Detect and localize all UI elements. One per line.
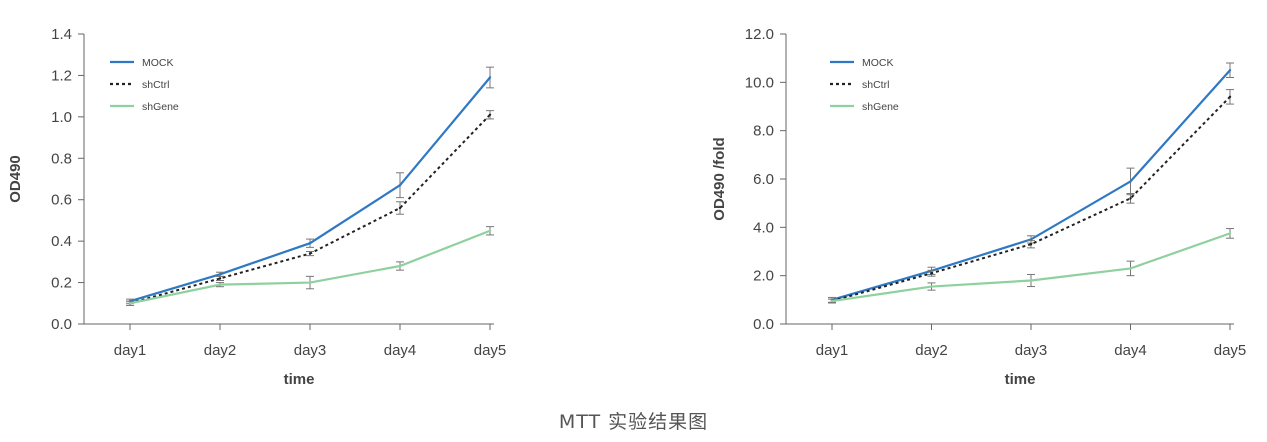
data-point-shgene xyxy=(308,281,312,284)
x-tick-label: day1 xyxy=(114,342,147,359)
data-point-shctrl xyxy=(1029,243,1033,246)
y-tick-label: 12.0 xyxy=(745,26,774,43)
y-tick-label: 8.0 xyxy=(753,123,774,140)
data-point-mock xyxy=(1228,69,1232,72)
data-point-shgene xyxy=(218,283,222,286)
data-point-shgene xyxy=(488,229,492,232)
y-tick-label: 1.0 xyxy=(51,109,72,126)
data-point-shctrl xyxy=(930,272,933,275)
legend-label-mock: MOCK xyxy=(142,57,174,69)
data-point-shctrl xyxy=(308,252,312,255)
mtt-figure: 0.0 0.2 0.4 0.6 0.8 1.0 1.2 1.4 day1 day2 day3 day4… xyxy=(7,26,1246,388)
data-point-shgene xyxy=(398,264,402,268)
x-tick-label: day3 xyxy=(1015,342,1048,359)
data-point-shctrl xyxy=(218,277,222,280)
y-tick-label: 0.8 xyxy=(51,150,72,167)
legend-label-shctrl: shCtrl xyxy=(862,79,889,91)
data-point-shgene xyxy=(930,285,933,288)
data-point-shctrl xyxy=(1129,197,1132,200)
x-tick-label: day2 xyxy=(204,342,237,359)
series-line-mock xyxy=(129,76,491,303)
y-tick-label: 1.2 xyxy=(51,67,72,84)
legend-label-shgene: shGene xyxy=(862,101,899,113)
y-tick-label: 0.0 xyxy=(753,316,774,333)
data-point-mock xyxy=(1029,238,1033,241)
y-tick-label: 1.4 xyxy=(51,26,72,43)
x-tick-label: day3 xyxy=(294,342,327,359)
y-tick-label: 4.0 xyxy=(753,219,774,236)
legend-label-shgene: shGene xyxy=(142,101,179,113)
y-axis-label: OD490 /fold xyxy=(711,137,728,220)
data-point-mock xyxy=(398,184,402,187)
data-point-shgene xyxy=(830,299,834,303)
data-point-mock xyxy=(1129,180,1132,183)
y-tick-label: 0.4 xyxy=(51,233,72,250)
y-tick-label: 0.2 xyxy=(51,275,72,292)
x-tick-label: day5 xyxy=(474,342,507,359)
y-tick-label: 2.0 xyxy=(753,268,774,285)
series-line-shctrl xyxy=(831,96,1231,303)
chart-2: 0.0 2.0 4.0 6.0 8.0 10.0 12.0 day1 day2 day3 day4 d… xyxy=(711,26,1246,388)
data-point-shgene xyxy=(1029,279,1033,282)
y-tick-label: 0.6 xyxy=(51,192,72,209)
data-point-shgene xyxy=(128,302,132,305)
figure-caption: MTT 实验结果图 xyxy=(558,411,709,433)
data-point-shctrl xyxy=(398,206,402,210)
y-tick-label: 0.0 xyxy=(51,316,72,333)
x-axis-label: time xyxy=(284,371,315,388)
y-axis-label: OD490 xyxy=(7,155,24,203)
data-point-mock xyxy=(218,273,222,276)
x-tick-label: day2 xyxy=(915,342,948,359)
data-point-mock xyxy=(488,76,492,79)
legend-label-mock: MOCK xyxy=(862,57,894,69)
data-point-mock xyxy=(308,242,312,245)
y-tick-label: 10.0 xyxy=(745,74,774,91)
x-tick-label: day1 xyxy=(816,342,849,359)
x-tick-label: day4 xyxy=(384,342,417,359)
data-point-shgene xyxy=(1228,232,1232,235)
y-tick-label: 6.0 xyxy=(753,171,774,188)
x-axis-label: time xyxy=(1005,371,1036,388)
data-point-shctrl xyxy=(488,113,492,116)
x-tick-label: day4 xyxy=(1114,342,1147,359)
legend-label-shctrl: shCtrl xyxy=(142,79,169,91)
data-point-shctrl xyxy=(1228,95,1232,99)
data-point-shgene xyxy=(1129,267,1132,270)
chart-1: 0.0 0.2 0.4 0.6 0.8 1.0 1.2 1.4 day1 day2 day3 day4… xyxy=(7,26,506,388)
x-tick-label: day5 xyxy=(1214,342,1247,359)
